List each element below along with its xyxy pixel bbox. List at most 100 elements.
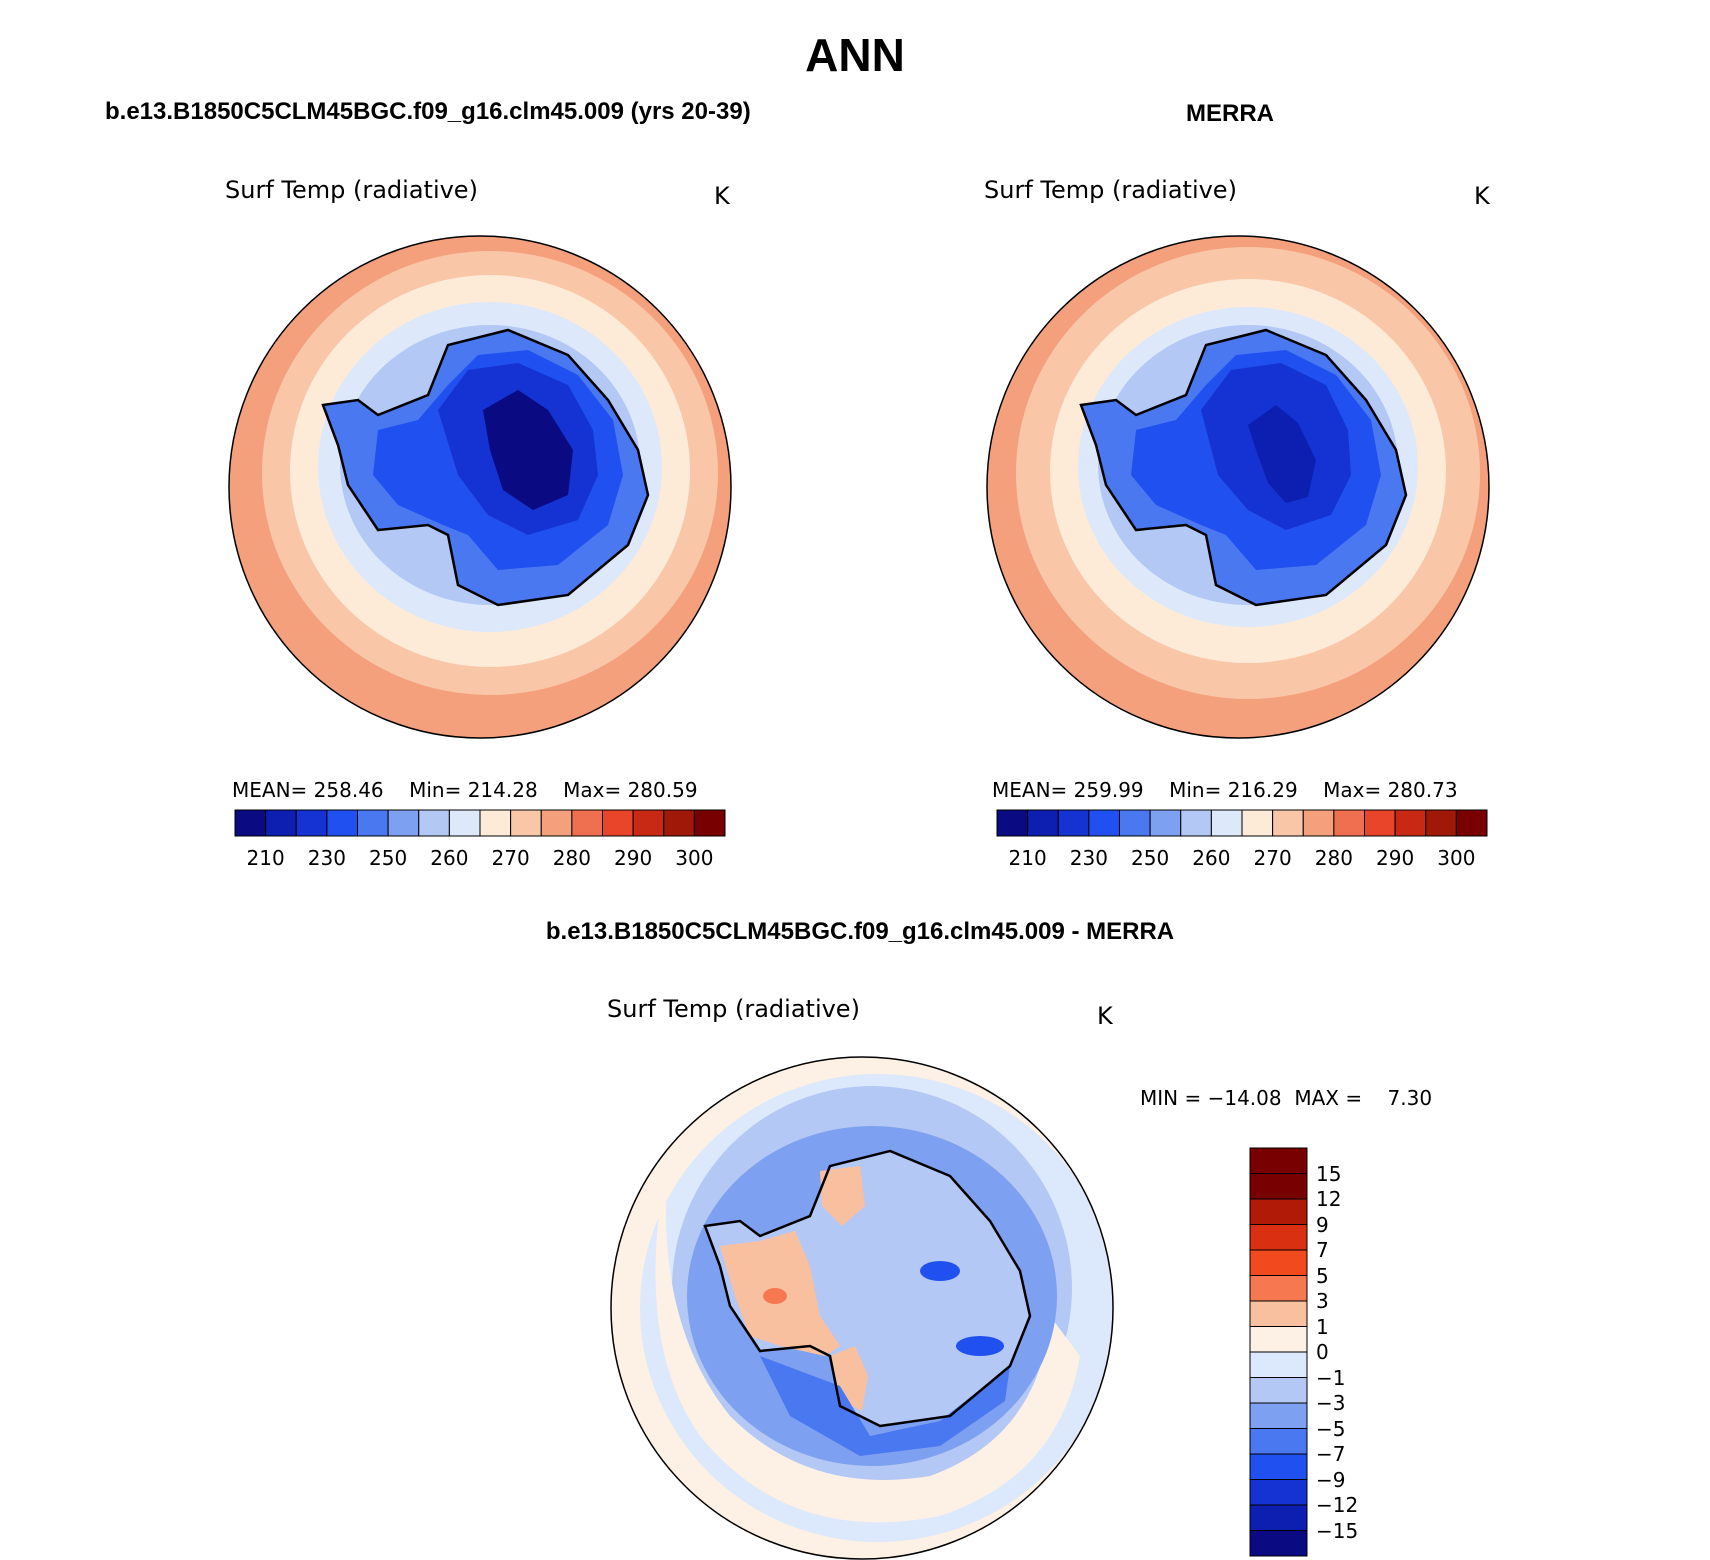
model-mean-value: 258.46 xyxy=(313,778,384,802)
diff-colorbar-tick-label: 3 xyxy=(1316,1289,1329,1313)
model-colorbar-tick-label: 280 xyxy=(552,846,591,870)
diff-colorbar-swatch xyxy=(1249,1147,1308,1174)
diff-colorbar-swatch xyxy=(1249,1504,1308,1531)
model-colorbar-swatch xyxy=(418,809,450,837)
model-colorbar-swatch xyxy=(234,809,267,837)
diff-colorbar-tick-label: 12 xyxy=(1316,1187,1342,1211)
obs-colorbar-tick-label: 250 xyxy=(1131,846,1170,870)
model-colorbar-tick-label: 250 xyxy=(369,846,408,870)
diff-colorbar-swatch xyxy=(1249,1198,1308,1225)
diff-colorbar-tick-label: −1 xyxy=(1316,1365,1346,1390)
diff-colorbar-tick-label: 1 xyxy=(1316,1314,1329,1339)
diff-max-label: MAX = xyxy=(1294,1086,1363,1110)
model-colorbar-swatch xyxy=(448,809,481,837)
obs-colorbar-swatch xyxy=(1088,809,1120,837)
diff-colorbar-tick-label: −12 xyxy=(1316,1493,1359,1517)
obs-variable-label: Surf Temp (radiative) xyxy=(984,176,1237,204)
diff-colorbar-tick-label: −15 xyxy=(1316,1518,1359,1543)
diff-colorbar-tick-label: 0 xyxy=(1316,1340,1329,1364)
model-colorbar-swatch xyxy=(295,809,328,837)
obs-colorbar-ticks: 210 230 250 260 270 280 290 300 xyxy=(997,846,1487,872)
model-colorbar-swatch xyxy=(602,809,634,837)
obs-colorbar-swatch xyxy=(996,809,1029,837)
obs-max-label: Max= xyxy=(1323,778,1382,802)
diff-min-value: −14.08 xyxy=(1207,1086,1282,1110)
obs-colorbar-swatch xyxy=(1180,809,1212,837)
obs-colorbar-swatch xyxy=(1302,809,1335,837)
obs-colorbar-swatch xyxy=(1455,809,1488,837)
model-colorbar-swatch xyxy=(540,809,573,837)
diff-stats: MIN = −14.08 MAX = 7.30 xyxy=(1140,1086,1432,1110)
diff-colorbar-swatch xyxy=(1249,1173,1308,1200)
diff-colorbar-tick-label: 7 xyxy=(1316,1238,1329,1262)
obs-colorbar-tick-label: 300 xyxy=(1437,846,1476,870)
diff-colorbar-swatch xyxy=(1249,1249,1308,1276)
model-colorbar-tick-label: 260 xyxy=(430,846,469,870)
obs-colorbar-tick-label: 230 xyxy=(1069,846,1108,870)
obs-colorbar-swatch xyxy=(1272,809,1304,837)
model-colorbar-swatch xyxy=(357,809,389,837)
model-colorbar-swatch xyxy=(663,809,695,837)
diff-colorbar-tick-label: −5 xyxy=(1316,1416,1346,1441)
model-map xyxy=(228,235,732,739)
diff-colorbar-swatch xyxy=(1249,1300,1308,1327)
model-panel-title: b.e13.B1850C5CLM45BGC.f09_g16.clm45.009 … xyxy=(105,98,751,125)
diff-colorbar-swatch xyxy=(1249,1479,1308,1506)
model-colorbar-tick-label: 300 xyxy=(675,846,714,870)
obs-min-value: 216.29 xyxy=(1227,778,1298,802)
obs-colorbar-tick-label: 290 xyxy=(1376,846,1415,870)
obs-colorbar-swatch xyxy=(1027,809,1059,837)
obs-stats: MEAN= 259.99 Min= 216.29 Max= 280.73 xyxy=(992,778,1458,802)
diff-colorbar-swatch xyxy=(1249,1453,1308,1480)
obs-colorbar-tick-label: 210 xyxy=(1008,846,1047,870)
diff-colorbar-tick-label: 15 xyxy=(1316,1161,1342,1186)
diff-colorbar-tick-label: 5 xyxy=(1316,1263,1329,1288)
diff-colorbar-swatch xyxy=(1249,1326,1308,1353)
model-max-label: Max= xyxy=(563,778,622,802)
diff-map xyxy=(610,1056,1114,1560)
obs-colorbar xyxy=(996,809,1488,837)
obs-colorbar-swatch xyxy=(1119,809,1151,837)
diff-colorbar-swatch xyxy=(1249,1275,1308,1302)
diff-colorbar-tick-label: 9 xyxy=(1316,1212,1329,1237)
model-colorbar-ticks: 210 230 250 260 270 280 290 300 xyxy=(235,846,725,872)
diff-colorbar-swatch xyxy=(1249,1351,1308,1378)
model-variable-label: Surf Temp (radiative) xyxy=(225,176,478,204)
model-max-value: 280.59 xyxy=(627,778,698,802)
obs-colorbar-swatch xyxy=(1394,809,1427,837)
diff-variable-label: Surf Temp (radiative) xyxy=(607,995,860,1023)
obs-units-label: K xyxy=(1474,182,1490,210)
diff-min-label: MIN = xyxy=(1140,1086,1202,1110)
model-colorbar-swatch xyxy=(693,809,726,837)
obs-colorbar-tick-label: 260 xyxy=(1192,846,1231,870)
obs-colorbar-swatch xyxy=(1364,809,1396,837)
model-colorbar-swatch xyxy=(632,809,665,837)
model-colorbar-swatch xyxy=(479,809,512,837)
diff-colorbar-swatch xyxy=(1249,1224,1308,1251)
model-min-label: Min= xyxy=(409,778,462,802)
obs-colorbar-swatch xyxy=(1241,809,1274,837)
obs-mean-value: 259.99 xyxy=(1073,778,1144,802)
obs-min-label: Min= xyxy=(1169,778,1222,802)
model-colorbar xyxy=(234,809,726,837)
diff-colorbar-swatch xyxy=(1249,1402,1308,1429)
obs-panel-title: MERRA xyxy=(1186,100,1274,127)
diff-colorbar-swatch xyxy=(1249,1428,1308,1455)
diff-colorbar-tick-label: −9 xyxy=(1316,1467,1346,1492)
model-colorbar-swatch xyxy=(510,809,542,837)
diff-colorbar-tick-label: −7 xyxy=(1316,1442,1346,1466)
diff-colorbar xyxy=(1249,1147,1308,1557)
model-mean-label: MEAN= xyxy=(232,778,308,802)
obs-colorbar-swatch xyxy=(1149,809,1182,837)
figure-title: ANN xyxy=(805,29,905,81)
model-units-label: K xyxy=(714,182,730,210)
model-colorbar-swatch xyxy=(265,809,297,837)
obs-max-value: 280.73 xyxy=(1387,778,1458,802)
diff-units-label: K xyxy=(1097,1002,1113,1030)
model-colorbar-tick-label: 270 xyxy=(491,846,530,870)
obs-map xyxy=(986,235,1490,739)
diff-panel-title: b.e13.B1850C5CLM45BGC.f09_g16.clm45.009 … xyxy=(545,918,1175,945)
model-colorbar-swatch xyxy=(387,809,420,837)
model-min-value: 214.28 xyxy=(467,778,538,802)
obs-colorbar-tick-label: 270 xyxy=(1253,846,1292,870)
